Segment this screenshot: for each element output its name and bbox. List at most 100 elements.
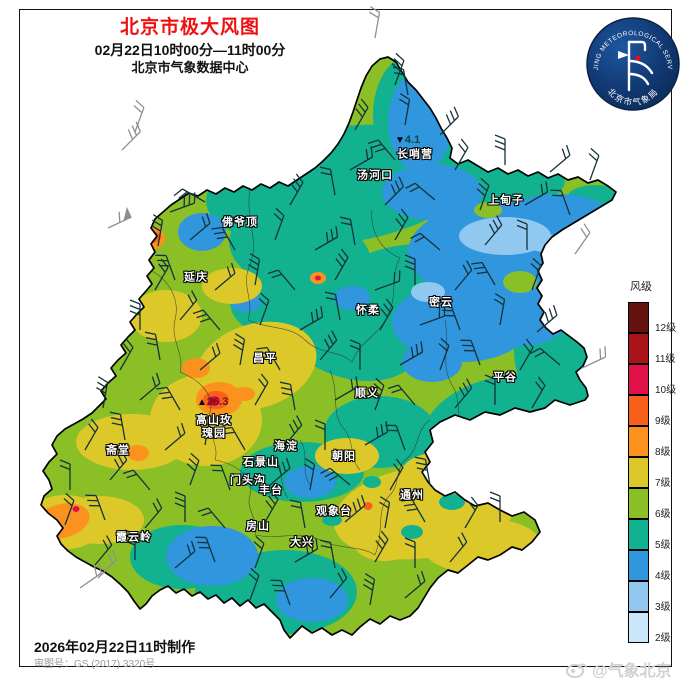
wind-barb: [549, 144, 571, 173]
map-label: 汤河口: [357, 169, 393, 182]
wind-barb: [369, 6, 381, 39]
wind-barb: [401, 498, 426, 523]
wind-barb: [156, 386, 181, 411]
legend-label: 8级: [655, 447, 671, 458]
map-label: 延庆: [184, 271, 208, 284]
wind-barb: [109, 411, 126, 441]
watermark-text: @气象北京: [592, 663, 672, 680]
wind-barb: [367, 139, 396, 161]
wind-barb: [494, 293, 506, 326]
wind-barb: [144, 331, 161, 361]
wind-barb: [155, 254, 176, 281]
wind-barb: [464, 496, 479, 529]
wind-barb: [96, 376, 109, 409]
wind-barb: [519, 338, 534, 371]
legend-label: 5级: [655, 540, 671, 551]
wind-barb: [454, 378, 473, 409]
map-license-number: 审图号：GS (2017) 3320号: [34, 659, 156, 671]
wind-barb: [94, 535, 113, 566]
wind-barb: [107, 207, 132, 229]
map-label: 丰台: [259, 484, 283, 497]
wind-barb: [264, 490, 279, 523]
wind-barb: [304, 458, 316, 491]
wind-barb: [387, 384, 416, 406]
wind-barb: [221, 426, 246, 451]
map-label: 海淀: [274, 440, 298, 453]
wind-barb: [404, 254, 416, 285]
wind-barb: [339, 216, 356, 246]
wind-barb: [329, 568, 348, 599]
wind-barb: [270, 579, 291, 606]
wind-barb: [530, 347, 561, 366]
wind-barb: [267, 269, 296, 291]
wind-barb: [151, 214, 164, 247]
wind-barb: [85, 494, 106, 521]
wind-barb: [189, 212, 211, 241]
wind-barb: [256, 346, 281, 371]
wind-barb: [392, 66, 409, 96]
wind-barb: [516, 219, 528, 250]
time-range: 02月22日10时00分—11时00分: [94, 41, 286, 58]
wind-barb: [454, 138, 469, 171]
legend-swatch: [628, 550, 649, 581]
wind-barb: [214, 262, 236, 291]
wind-barb: [279, 381, 296, 411]
legend-swatch: [628, 457, 649, 488]
legend-label: 9级: [655, 416, 671, 427]
legend-swatch: [628, 395, 649, 426]
wind-barb: [471, 261, 496, 286]
wind-barb: [536, 304, 558, 333]
wind-barb: [384, 176, 404, 206]
legend-swatch: [628, 302, 649, 333]
wind-barb: [314, 226, 339, 251]
wind-barb: [319, 539, 336, 569]
wind-barb: [391, 52, 405, 86]
legend-title: 风级: [630, 281, 652, 293]
legend-label: 2级: [655, 633, 671, 644]
wind-barb: [334, 376, 359, 401]
wind-barb: [169, 192, 196, 213]
wind-barb: [253, 535, 265, 569]
wind-barbs-layer: [59, 6, 607, 606]
wind-barb: [531, 376, 546, 409]
wind-barb: [439, 106, 459, 136]
wind-barb: [449, 532, 468, 563]
wind-barb: [371, 377, 385, 411]
wind-barb: [363, 573, 376, 606]
wind-barb: [454, 260, 473, 291]
legend-label: 10级: [655, 385, 677, 396]
map-label: 观象台: [316, 505, 352, 518]
wind-barb: [399, 93, 411, 126]
made-at-text: 2026年02月22日11时制作: [34, 639, 196, 655]
wind-barb: [574, 223, 591, 255]
wind-barb: [404, 570, 426, 599]
wind-barb: [489, 491, 501, 522]
wind-barb: [174, 540, 196, 569]
wind-vane-icon: [618, 40, 654, 92]
wind-barb: [248, 567, 260, 601]
legend-swatch: [628, 488, 649, 519]
beijing-meteorological-service-logo: BEIJING METEOROLOGICAL SERVICE 北京市气象局: [585, 16, 680, 111]
map-label: 怀柔: [356, 304, 380, 317]
wind-barb: [379, 298, 394, 331]
wind-barb: [314, 419, 326, 450]
wind-barb: [144, 498, 163, 529]
wind-barb: [84, 418, 99, 451]
map-label: 石景山: [243, 456, 279, 469]
watermark: @气象北京: [566, 657, 672, 681]
wind-barb: [379, 496, 391, 529]
station-extreme-marker: ▲26.3: [197, 396, 229, 408]
wind-barb: [394, 208, 409, 241]
wind-barb: [320, 467, 351, 486]
map-label: 朝阳: [332, 450, 356, 463]
wind-barb: [385, 424, 406, 451]
map-label: 佛爷顶: [222, 216, 258, 229]
wind-barb: [273, 207, 285, 241]
page-title: 北京市极大风图: [119, 17, 260, 38]
wind-barb: [198, 413, 211, 446]
map-frame: [19, 9, 672, 667]
wind-barb: [476, 177, 490, 211]
